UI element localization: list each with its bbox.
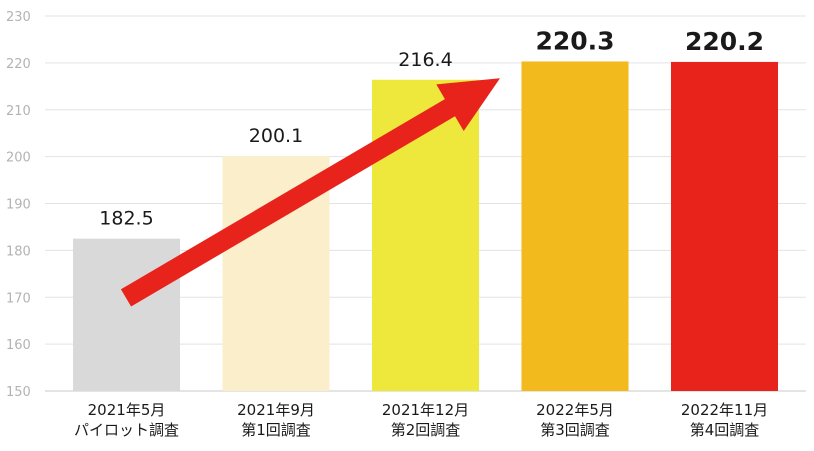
value-label: 182.5 xyxy=(99,208,153,230)
category-label: 2021年12月 xyxy=(382,401,469,419)
value-labels: 182.5 200.1 216.4 220.3 220.2 xyxy=(99,26,764,229)
bars xyxy=(73,61,778,391)
bar xyxy=(73,238,180,391)
y-tick-label: 230 xyxy=(6,10,31,25)
y-tick-label: 190 xyxy=(6,198,31,213)
value-label: 200.1 xyxy=(249,125,303,147)
y-tick-label: 200 xyxy=(6,151,31,166)
y-tick-label: 150 xyxy=(6,385,31,400)
y-tick-label: 220 xyxy=(6,57,31,72)
trend-arrow-layer xyxy=(120,78,501,307)
value-label: 220.3 xyxy=(535,26,614,55)
category-label: 第2回調査 xyxy=(391,421,461,439)
value-label: 216.4 xyxy=(398,49,452,71)
trend-arrow xyxy=(120,78,501,307)
y-axis-ticks: 150 160 170 180 190 200 210 220 230 xyxy=(6,10,31,400)
bar xyxy=(671,61,778,391)
y-tick-label: 170 xyxy=(6,291,31,306)
category-label: 2021年5月 xyxy=(88,401,166,419)
y-tick-label: 180 xyxy=(6,244,31,259)
category-label: 第1回調査 xyxy=(241,421,311,439)
bar xyxy=(521,61,629,391)
value-label: 220.2 xyxy=(685,27,764,56)
category-label: 2022年11月 xyxy=(681,401,768,419)
category-label: 2021年9月 xyxy=(237,401,315,419)
y-tick-label: 210 xyxy=(6,104,31,119)
category-label: 第4回調査 xyxy=(690,421,760,439)
y-tick-label: 160 xyxy=(6,338,31,353)
category-label: パイロット調査 xyxy=(74,421,179,439)
category-label: 第3回調査 xyxy=(540,421,610,439)
category-label: 2022年5月 xyxy=(536,401,614,419)
